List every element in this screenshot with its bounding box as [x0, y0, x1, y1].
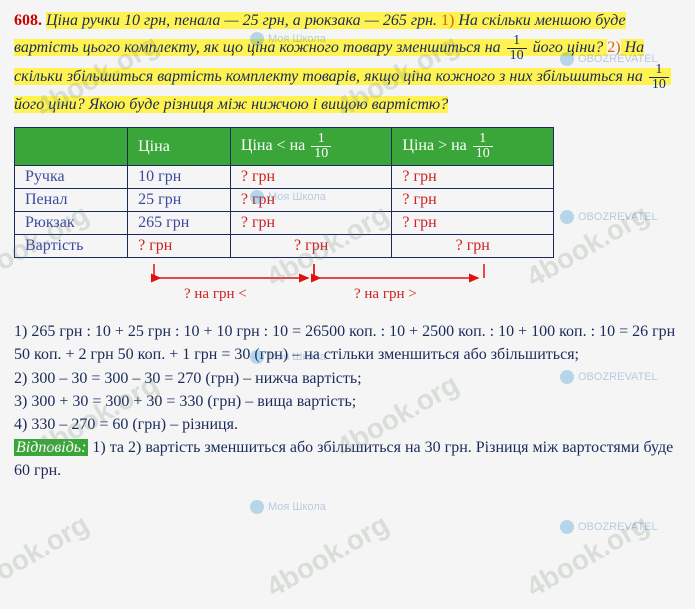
answer-text: 1) та 2) вартість зменшиться або збільши… — [14, 439, 673, 479]
q2-marker: 2) — [607, 39, 620, 56]
watermark-logo: Моя Школа — [250, 500, 326, 514]
th-more: Ціна > на 110 — [392, 128, 554, 166]
q1-marker: 1) — [441, 12, 454, 29]
watermark-diag: 4book.org — [521, 508, 654, 603]
watermark-diag: 4book.org — [261, 508, 394, 603]
row-label: Пенал — [15, 189, 128, 212]
problem-intro: Ціна ручки 10 грн, пенала — 25 грн, а рю… — [46, 12, 441, 29]
arrow-svg — [14, 260, 554, 300]
row-price: 25 грн — [128, 189, 231, 212]
row-less: ? грн — [230, 212, 392, 235]
row-label: Ручка — [15, 166, 128, 189]
total-price: ? грн — [128, 235, 231, 258]
solution-answer: Відповідь: 1) та 2) вартість зменшиться … — [14, 436, 681, 482]
problem-text: 608. Ціна ручки 10 грн, пенала — 25 грн,… — [14, 8, 681, 117]
fraction-icon: 110 — [649, 63, 669, 92]
th-price: Ціна — [128, 128, 231, 166]
table-total-row: Вартість ? грн ? грн ? грн — [15, 235, 554, 258]
th-blank — [15, 128, 128, 166]
total-less: ? грн — [230, 235, 392, 258]
watermark-logo: OBOZREVATEL — [560, 210, 658, 224]
fraction-icon: 110 — [507, 34, 527, 63]
price-table: Ціна Ціна < на 110 Ціна > на 110 Ручка 1… — [14, 127, 554, 258]
table-row: Рюкзак 265 грн ? грн ? грн — [15, 212, 554, 235]
th-less: Ціна < на 110 — [230, 128, 392, 166]
watermark-diag: 4book.org — [0, 508, 94, 603]
watermark-logo: OBOZREVATEL — [560, 520, 658, 534]
table-header-row: Ціна Ціна < на 110 Ціна > на 110 — [15, 128, 554, 166]
solution-step: 3) 300 + 30 = 300 + 30 = 330 (грн) – вищ… — [14, 390, 681, 413]
row-more: ? грн — [392, 189, 554, 212]
problem-number: 608. — [14, 12, 42, 29]
arrow-label-right: ? на грн > — [354, 286, 417, 303]
table-row: Ручка 10 грн ? грн ? грн — [15, 166, 554, 189]
total-label: Вартість — [15, 235, 128, 258]
row-less: ? грн — [230, 166, 392, 189]
q1-text-c: його ціни? — [529, 39, 608, 56]
row-more: ? грн — [392, 166, 554, 189]
comparison-arrows: ? на грн < ? на грн > — [14, 260, 554, 314]
row-price: 265 грн — [128, 212, 231, 235]
q1-text-b: 110 — [505, 39, 529, 56]
row-less: ? грн — [230, 189, 392, 212]
solution-step: 2) 300 – 30 = 300 – 30 = 270 (грн) – ниж… — [14, 367, 681, 390]
q2-text-b: його ціни? Якою буде різниця між нижчою … — [14, 96, 448, 113]
answer-label: Відповідь: — [14, 439, 88, 456]
solution-block: 1) 265 грн : 10 + 25 грн : 10 + 10 грн :… — [14, 320, 681, 482]
row-label: Рюкзак — [15, 212, 128, 235]
row-price: 10 грн — [128, 166, 231, 189]
table-row: Пенал 25 грн ? грн ? грн — [15, 189, 554, 212]
total-more: ? грн — [392, 235, 554, 258]
solution-step: 1) 265 грн : 10 + 25 грн : 10 + 10 грн :… — [14, 320, 681, 366]
solution-step: 4) 330 – 270 = 60 (грн) – різниця. — [14, 413, 681, 436]
arrow-label-left: ? на грн < — [184, 286, 247, 303]
row-more: ? грн — [392, 212, 554, 235]
